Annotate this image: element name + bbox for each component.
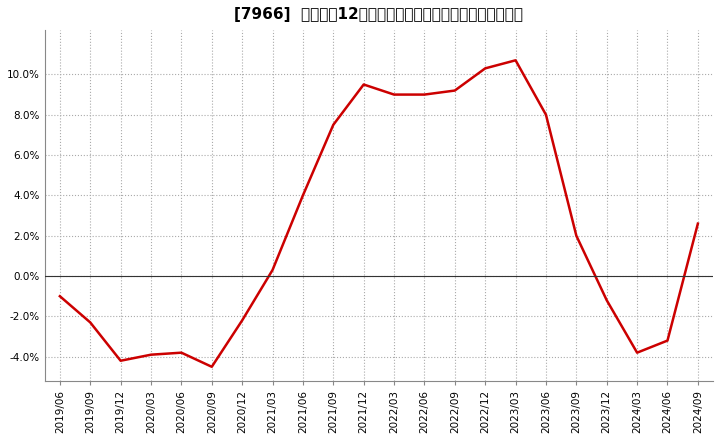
Title: [7966]  売上高の12か月移動合計の対前年同期増減率の推移: [7966] 売上高の12か月移動合計の対前年同期増減率の推移: [235, 7, 523, 22]
